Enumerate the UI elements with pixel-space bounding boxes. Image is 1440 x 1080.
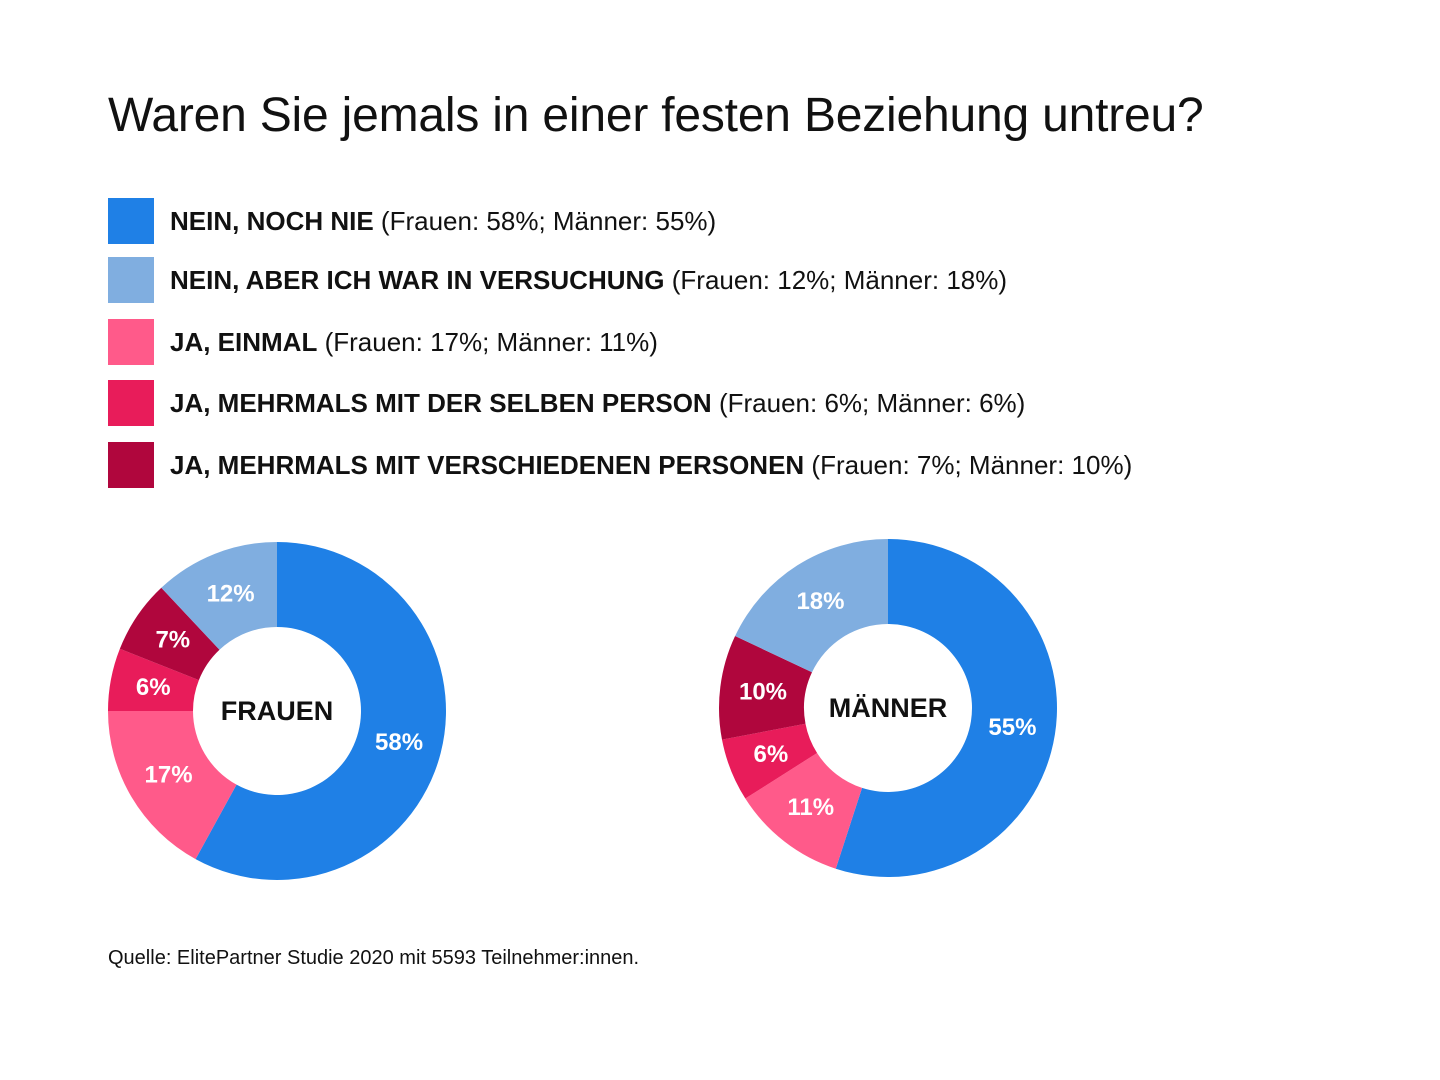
donut-slice (745, 753, 863, 869)
donut-slice (718, 636, 812, 740)
donut-chart-frauen: 58% 17% 6% 7% 12% FRAUEN (107, 542, 447, 881)
legend-label: JA, MEHRMALS MIT VERSCHIEDENEN PERSONEN (170, 449, 805, 480)
slice-label: 10% (739, 679, 787, 706)
donut-slice (835, 539, 1058, 878)
slice-label: 18% (796, 588, 844, 615)
donut-slice (107, 711, 237, 860)
slice-label: 7% (155, 627, 190, 654)
legend-text: NEIN, ABER ICH WAR IN VERSUCHUNG (Frauen… (170, 265, 1007, 296)
legend-swatch (108, 380, 154, 426)
donut-center-label: FRAUEN (221, 696, 334, 726)
legend-text: NEIN, NOCH NIE (Frauen: 58%; Männer: 55%… (170, 206, 716, 237)
donut-slice (721, 723, 818, 799)
legend-text: JA, MEHRMALS MIT VERSCHIEDENEN PERSONEN … (170, 450, 1132, 481)
donut-chart-maenner: 55% 11% 6% 10% 18% MÄNNER (718, 539, 1058, 878)
legend-item-ja-verschiedene-personen: JA, MEHRMALS MIT VERSCHIEDENEN PERSONEN … (108, 442, 1132, 488)
legend-item-ja-selbe-person: JA, MEHRMALS MIT DER SELBEN PERSON (Frau… (108, 380, 1025, 426)
slice-label: 12% (207, 580, 255, 607)
slice-label: 11% (787, 794, 834, 821)
donut-slice (735, 539, 888, 673)
legend-swatch (108, 257, 154, 303)
legend-stats: (Frauen: 58%; Männer: 55%) (380, 205, 717, 236)
legend-stats: (Frauen: 17%; Männer: 11%) (324, 326, 658, 357)
legend-stats: (Frauen: 7%; Männer: 10%) (811, 449, 1133, 480)
donut-center-label: MÄNNER (829, 693, 948, 723)
legend-swatch (108, 198, 154, 244)
legend-swatch (108, 319, 154, 365)
legend-text: JA, MEHRMALS MIT DER SELBEN PERSON (Frau… (170, 388, 1025, 419)
legend-text: JA, EINMAL (Frauen: 17%; Männer: 11%) (170, 327, 658, 358)
slice-label: 6% (136, 674, 171, 701)
donut-slice (195, 542, 447, 881)
legend-item-nein-versuchung: NEIN, ABER ICH WAR IN VERSUCHUNG (Frauen… (108, 257, 1007, 303)
slice-label: 17% (145, 762, 193, 789)
legend-label: JA, MEHRMALS MIT DER SELBEN PERSON (170, 387, 712, 418)
legend-label: NEIN, ABER ICH WAR IN VERSUCHUNG (170, 264, 665, 295)
legend-label: JA, EINMAL (170, 326, 318, 357)
slice-label: 55% (988, 714, 1036, 741)
chart-title: Waren Sie jemals in einer festen Beziehu… (108, 89, 1204, 142)
legend-swatch (108, 442, 154, 488)
donut-slice (161, 542, 277, 650)
legend-stats: (Frauen: 6%; Männer: 6%) (718, 387, 1026, 418)
source-note: Quelle: ElitePartner Studie 2020 mit 559… (108, 947, 640, 969)
legend-item-ja-einmal: JA, EINMAL (Frauen: 17%; Männer: 11%) (108, 319, 658, 365)
slice-label: 58% (375, 729, 423, 756)
legend-stats: (Frauen: 12%; Männer: 18%) (671, 264, 1008, 295)
donut-slice (108, 648, 199, 711)
slice-label: 6% (754, 741, 789, 768)
legend-label: NEIN, NOCH NIE (170, 205, 374, 236)
legend-item-nein-noch-nie: NEIN, NOCH NIE (Frauen: 58%; Männer: 55%… (108, 198, 716, 244)
donut-slice (119, 587, 220, 681)
